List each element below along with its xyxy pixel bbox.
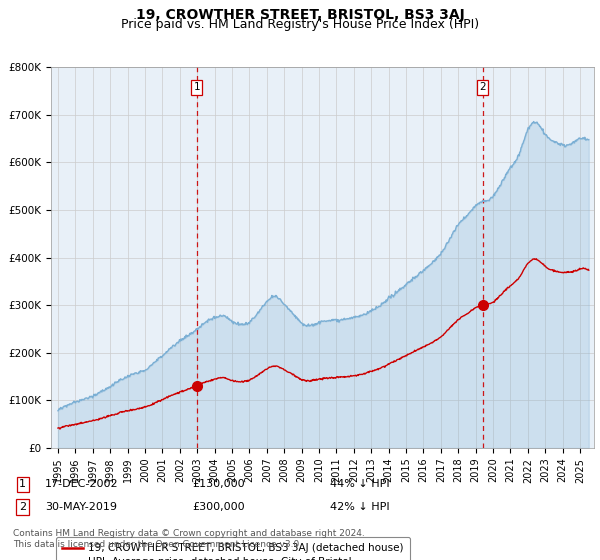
Text: 30-MAY-2019: 30-MAY-2019 [45, 502, 117, 512]
Text: 44% ↓ HPI: 44% ↓ HPI [330, 479, 389, 489]
Text: 2: 2 [479, 82, 486, 92]
Text: Price paid vs. HM Land Registry's House Price Index (HPI): Price paid vs. HM Land Registry's House … [121, 18, 479, 31]
Text: 2: 2 [19, 502, 26, 512]
Text: 1: 1 [193, 82, 200, 92]
Text: 17-DEC-2002: 17-DEC-2002 [45, 479, 119, 489]
Text: 42% ↓ HPI: 42% ↓ HPI [330, 502, 389, 512]
Legend: 19, CROWTHER STREET, BRISTOL, BS3 3AJ (detached house), HPI: Average price, deta: 19, CROWTHER STREET, BRISTOL, BS3 3AJ (d… [56, 537, 410, 560]
Text: £130,000: £130,000 [192, 479, 245, 489]
Text: Contains HM Land Registry data © Crown copyright and database right 2024.
This d: Contains HM Land Registry data © Crown c… [13, 529, 365, 549]
Text: £300,000: £300,000 [192, 502, 245, 512]
Text: 1: 1 [19, 479, 26, 489]
Text: 19, CROWTHER STREET, BRISTOL, BS3 3AJ: 19, CROWTHER STREET, BRISTOL, BS3 3AJ [136, 8, 464, 22]
